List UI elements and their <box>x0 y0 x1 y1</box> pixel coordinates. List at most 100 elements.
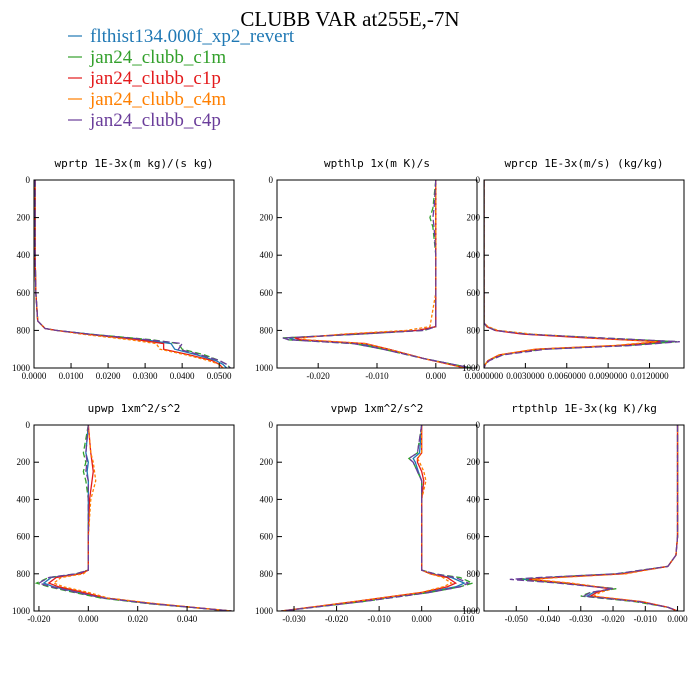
x-tick-label: 0.010 <box>454 614 475 624</box>
x-tick-label: 0.0060000 <box>548 371 587 381</box>
panel-1: wprtp 1E-3x(m kg)/(s kg) 0 200 400 600 800 100… <box>12 157 235 381</box>
y-tick-label: 1000 <box>462 363 481 373</box>
y-tick-label: 800 <box>467 325 481 335</box>
y-tick-label: 800 <box>467 569 481 579</box>
x-tick-label: 0.0000000 <box>465 371 504 381</box>
series-line <box>281 425 471 611</box>
panel-5: vpwp 1xm^2/s^2 0 200 400 600 800 1000 -0.030 -0.… <box>255 402 478 624</box>
panel-2: wpthlp 1x(m K)/s 0 200 400 600 800 1000 -0.020 -… <box>255 157 478 381</box>
series-line <box>34 180 231 368</box>
y-tick-label: 600 <box>17 532 31 542</box>
series-line <box>522 425 679 611</box>
series-line <box>281 425 475 611</box>
y-tick-label: 800 <box>17 569 31 579</box>
series-line <box>516 425 679 611</box>
series-line <box>42 425 232 611</box>
panel-4: upwp 1xm^2/s^2 0 200 400 600 800 1000-0.020 0.0… <box>12 402 235 624</box>
x-tick-label: -0.050 <box>505 614 529 624</box>
panel-title: rtpthlp 1E-3x(kg K)/kg <box>511 402 657 415</box>
x-tick-label: 0.040 <box>177 614 198 624</box>
y-tick-label: 200 <box>467 213 481 223</box>
legend-entry: jan24_clubb_c4p <box>89 110 221 131</box>
series-line <box>281 425 466 611</box>
panels: wprtp 1E-3x(m kg)/(s kg) 0 200 400 600 800 100… <box>12 157 688 624</box>
series-line <box>282 180 472 368</box>
x-tick-label: -0.020 <box>307 371 331 381</box>
legend-entry: jan24_clubb_c1p <box>89 68 221 89</box>
x-tick-label: 0.0400 <box>170 371 195 381</box>
y-tick-label: 1000 <box>255 363 274 373</box>
x-tick-label: 0.0000 <box>22 371 47 381</box>
y-tick-label: 0 <box>476 175 481 185</box>
y-tick-label: 200 <box>17 213 31 223</box>
x-tick-label: -0.030 <box>569 614 593 624</box>
series-line <box>34 180 224 368</box>
y-tick-label: 1000 <box>12 606 31 616</box>
x-tick-label: 0.0120000 <box>630 371 669 381</box>
x-tick-label: -0.010 <box>365 371 389 381</box>
y-tick-label: 400 <box>467 250 481 260</box>
y-tick-label: 400 <box>17 250 31 260</box>
x-tick-label: -0.010 <box>634 614 658 624</box>
x-tick-label: 0.0300 <box>133 371 158 381</box>
series-line <box>294 180 466 368</box>
series-line <box>34 180 228 368</box>
panel-title: upwp 1xm^2/s^2 <box>88 402 181 415</box>
panel-title: wprcp 1E-3x(m/s) (kg/kg) <box>505 157 664 170</box>
series-line <box>300 180 466 368</box>
panel-title: vpwp 1xm^2/s^2 <box>331 402 424 415</box>
series-line <box>484 180 657 368</box>
panel-3: wprcp 1E-3x(m/s) (kg/kg) 0 200 400 600 800 100… <box>462 157 685 381</box>
x-tick-label: -0.020 <box>27 614 51 624</box>
x-tick-label: -0.030 <box>282 614 306 624</box>
plot-frame <box>276 424 478 612</box>
y-tick-label: 800 <box>260 325 274 335</box>
y-tick-label: 0 <box>26 420 31 430</box>
x-tick-label: 0.0500 <box>207 371 232 381</box>
x-tick-label: 0.0090000 <box>589 371 628 381</box>
y-tick-label: 200 <box>467 457 481 467</box>
x-tick-label: 0.000 <box>412 614 433 624</box>
x-tick-label: 0.000 <box>667 614 688 624</box>
y-tick-label: 400 <box>260 250 274 260</box>
y-tick-label: 400 <box>260 494 274 504</box>
y-tick-label: 400 <box>17 494 31 504</box>
y-tick-label: 600 <box>467 288 481 298</box>
series-line <box>47 425 232 611</box>
plot-frame <box>483 179 685 369</box>
plot-frame <box>33 424 235 612</box>
series-line <box>509 425 679 611</box>
series-line <box>52 425 232 611</box>
legend: flthist134.000f_xp2_revert jan24_clubb_c1… <box>68 26 295 131</box>
series-line <box>281 425 458 611</box>
plot-frame <box>483 424 685 612</box>
x-tick-label: 0.0030000 <box>506 371 545 381</box>
series-line <box>484 180 680 368</box>
legend-entry: flthist134.000f_xp2_revert <box>90 26 295 47</box>
panel-6: rtpthlp 1E-3x(kg K)/kg 0 200 400 600 800 1000 -… <box>462 402 688 624</box>
x-tick-label: 0.000 <box>78 614 99 624</box>
y-tick-label: 1000 <box>462 606 481 616</box>
y-tick-label: 600 <box>260 532 274 542</box>
x-tick-label: -0.040 <box>537 614 561 624</box>
panel-title: wprtp 1E-3x(m kg)/(s kg) <box>55 157 214 170</box>
x-tick-label: -0.010 <box>368 614 392 624</box>
y-tick-label: 200 <box>17 457 31 467</box>
y-tick-label: 800 <box>17 325 31 335</box>
y-tick-label: 600 <box>467 532 481 542</box>
x-tick-label: 0.0200 <box>96 371 121 381</box>
series-line <box>37 425 232 611</box>
y-tick-label: 800 <box>260 569 274 579</box>
legend-entry: jan24_clubb_c4m <box>89 89 226 110</box>
x-tick-label: 0.020 <box>128 614 149 624</box>
x-tick-label: -0.020 <box>325 614 349 624</box>
y-tick-label: 0 <box>269 420 274 430</box>
y-tick-label: 0 <box>476 420 481 430</box>
y-tick-label: 1000 <box>255 606 274 616</box>
y-tick-label: 1000 <box>12 363 31 373</box>
y-tick-label: 200 <box>260 213 274 223</box>
plot-frame <box>33 179 235 369</box>
x-tick-label: -0.020 <box>601 614 625 624</box>
y-tick-label: 200 <box>260 457 274 467</box>
